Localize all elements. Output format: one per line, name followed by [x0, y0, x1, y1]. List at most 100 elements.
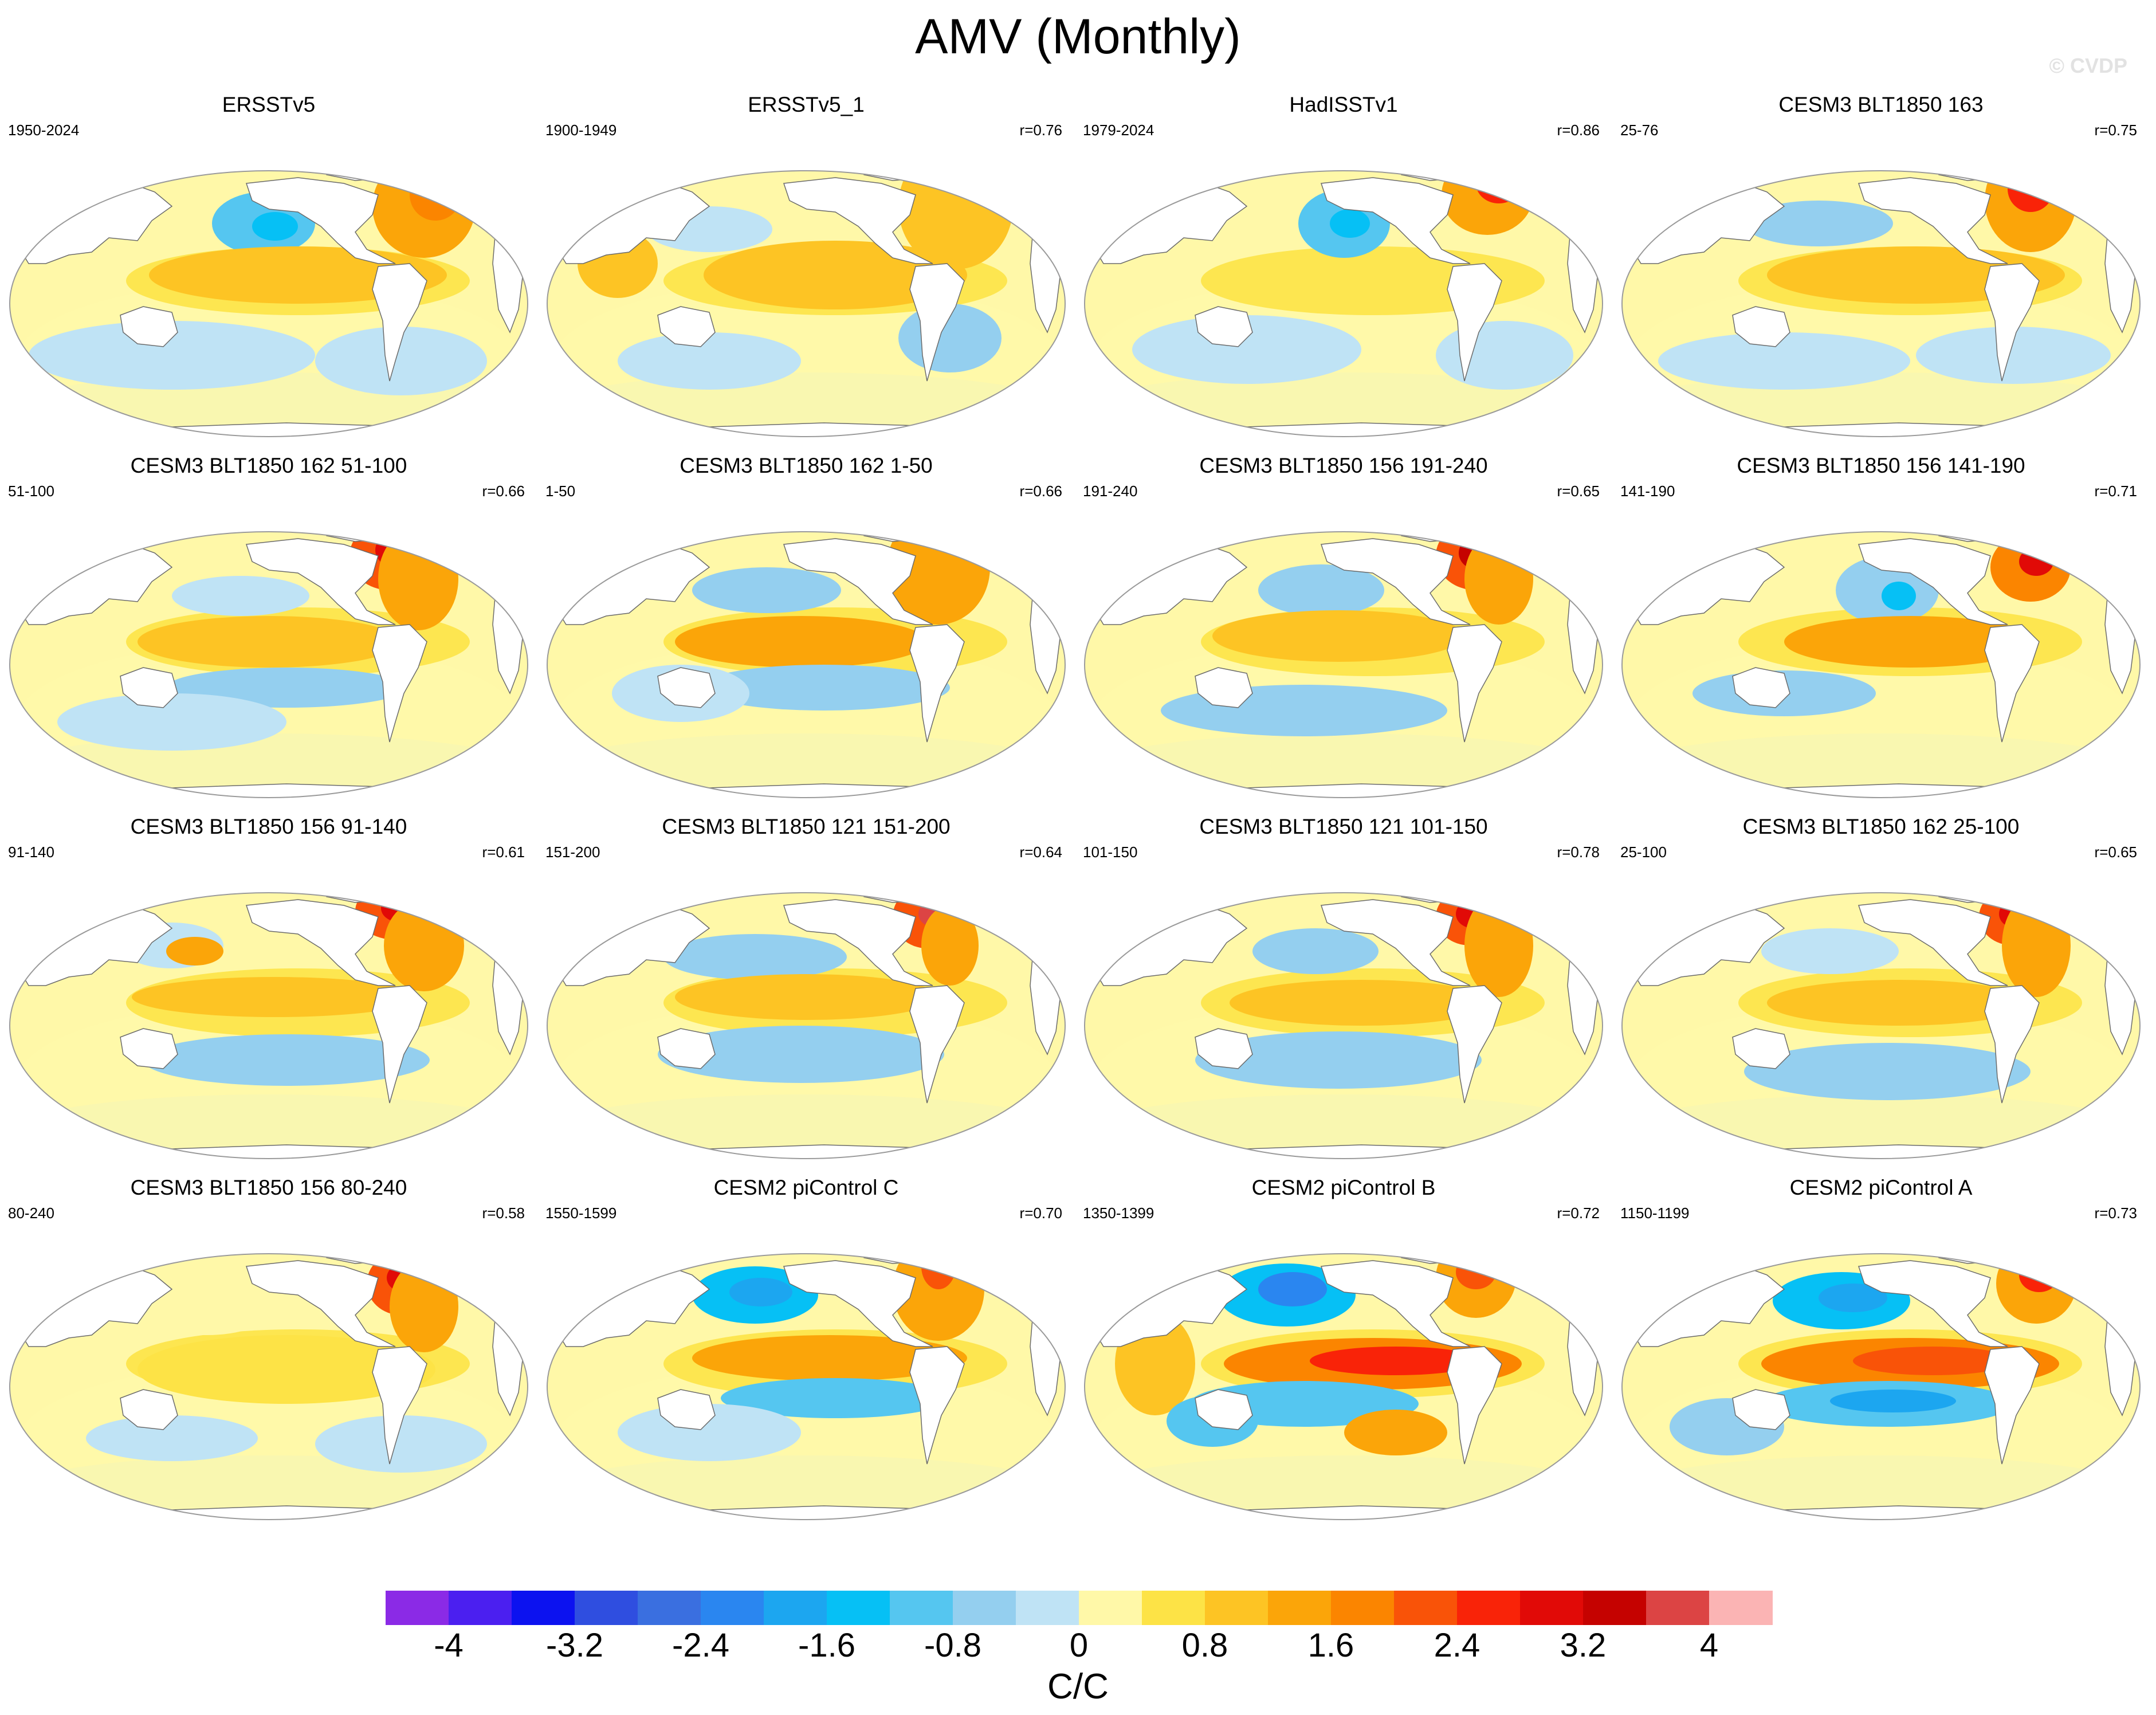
panel-period: 1150-1199: [1620, 1204, 1690, 1222]
map-canvas: [9, 892, 528, 1159]
colorbar-tick-label: 2.4: [1434, 1627, 1480, 1664]
colorbar-tick-label: -0.8: [924, 1627, 981, 1664]
anomaly-region: [384, 900, 464, 991]
panel-title: CESM3 BLT1850 156 80-240: [130, 1176, 407, 1199]
map-panel: CESM2 piControl A 1150-1199 r=0.73: [1612, 1175, 2150, 1527]
anomaly-region: [1830, 1390, 1956, 1412]
land-mass: [1857, 899, 2008, 986]
map-canvas: [1621, 170, 2141, 437]
anomaly-region: [1744, 201, 1893, 246]
anomaly-region: [1195, 1031, 1482, 1089]
land-mass: [10, 421, 528, 437]
map-outline: [547, 892, 1066, 1159]
land-mass: [10, 1504, 528, 1520]
land-mass: [120, 1389, 178, 1430]
map-outline: [1621, 170, 2141, 437]
anomaly-region: [1344, 1410, 1447, 1455]
anomaly-region: [1784, 616, 2036, 668]
anomaly-region: [166, 937, 223, 966]
land-mass: [245, 538, 396, 625]
land-mass: [1447, 1346, 1502, 1465]
panel-correlation: r=0.76: [1019, 121, 1062, 139]
panel-correlation: r=0.65: [1557, 482, 1600, 500]
anomaly-region: [29, 321, 315, 390]
map-outline: [547, 1253, 1066, 1520]
land-mass: [1195, 667, 1253, 708]
anomaly-region: [1464, 894, 1533, 997]
anomaly-region: [1761, 928, 1899, 974]
map-outline: [1084, 170, 1603, 437]
panel-title: CESM2 piControl C: [713, 1176, 899, 1199]
anomaly-region: [1853, 1347, 2013, 1375]
anomaly-region: [1882, 582, 1916, 610]
land-mass: [1195, 306, 1253, 347]
panel-correlation: r=0.58: [482, 1204, 525, 1222]
anomaly-region: [315, 1415, 487, 1473]
land-mass: [909, 985, 965, 1104]
map-panel: CESM3 BLT1850 121 151-200 151-200 r=0.64: [537, 814, 1075, 1166]
anomaly-region: [921, 905, 979, 986]
land-mass: [1857, 1260, 2008, 1347]
land-mass: [1447, 985, 1502, 1104]
panel-correlation: r=0.75: [2094, 121, 2137, 139]
anomaly-region: [2019, 547, 2053, 576]
land-mass: [783, 1260, 933, 1347]
panel-title: CESM3 BLT1850 156 91-140: [130, 815, 407, 838]
colorbar-swatch: [386, 1591, 449, 1625]
anomaly-region: [1744, 1043, 2031, 1100]
panel-period: 25-100: [1620, 843, 1667, 861]
map-panel: CESM2 piControl B 1350-1399 r=0.72: [1075, 1175, 1612, 1527]
map-canvas: [547, 1253, 1066, 1520]
map-outline: [9, 1253, 528, 1520]
map-canvas: [547, 170, 1066, 437]
anomaly-region: [138, 1335, 435, 1404]
map-canvas: [547, 531, 1066, 798]
panel-title: CESM2 piControl B: [1251, 1176, 1436, 1199]
land-mass: [120, 667, 178, 708]
land-mass: [1622, 1143, 2140, 1159]
anomaly-region: [1916, 327, 2111, 384]
land-mass: [909, 624, 965, 743]
anomaly-region: [1132, 315, 1361, 384]
colorbar-swatch: [1646, 1591, 1710, 1625]
map-panel: CESM3 BLT1850 162 1-50 1-50 r=0.66: [537, 453, 1075, 805]
colorbar-swatch: [1205, 1591, 1269, 1625]
land-mass: [1857, 538, 2008, 625]
map-outline: [1084, 892, 1603, 1159]
map-outline: [547, 170, 1066, 437]
map-canvas: [547, 892, 1066, 1159]
map-outline: [9, 170, 528, 437]
colorbar-swatch: [575, 1591, 638, 1625]
anomaly-region: [1212, 610, 1464, 662]
anomaly-region: [390, 1261, 458, 1352]
colorbar-swatch: [1142, 1591, 1205, 1625]
colorbar-tick-label: -2.4: [672, 1627, 729, 1664]
land-mass: [1622, 782, 2140, 798]
land-mass: [120, 306, 178, 347]
colorbar-tick-label: -3.2: [546, 1627, 603, 1664]
land-mass: [1195, 1389, 1253, 1430]
anomaly-region: [2008, 171, 2053, 212]
anomaly-region: [1819, 1284, 1887, 1312]
panel-period: 1950-2024: [8, 121, 80, 139]
colorbar-tick-label: -4: [434, 1627, 464, 1664]
land-mass: [547, 782, 1065, 798]
anomaly-region: [675, 616, 927, 668]
panel-correlation: r=0.73: [2094, 1204, 2137, 1222]
panel-period: 1350-1399: [1083, 1204, 1154, 1222]
colorbar-swatch: [512, 1591, 575, 1625]
colorbar-tick-label: 3.2: [1560, 1627, 1607, 1664]
land-mass: [1732, 1028, 1790, 1069]
land-mass: [1984, 1346, 2040, 1465]
map-panel: ERSSTv5 1950-2024: [0, 92, 537, 444]
map-panel: CESM3 BLT1850 163 25-76 r=0.75: [1612, 92, 2150, 444]
panel-title: HadISSTv1: [1289, 93, 1398, 116]
panel-title: CESM3 BLT1850 163: [1778, 93, 1984, 116]
map-outline: [1621, 892, 2141, 1159]
land-mass: [783, 538, 933, 625]
watermark: © CVDP: [2049, 54, 2127, 77]
anomaly-region: [57, 693, 286, 751]
land-mass: [1984, 263, 2040, 382]
panel-period: 1550-1599: [545, 1204, 617, 1222]
anomaly-region: [721, 1378, 950, 1418]
